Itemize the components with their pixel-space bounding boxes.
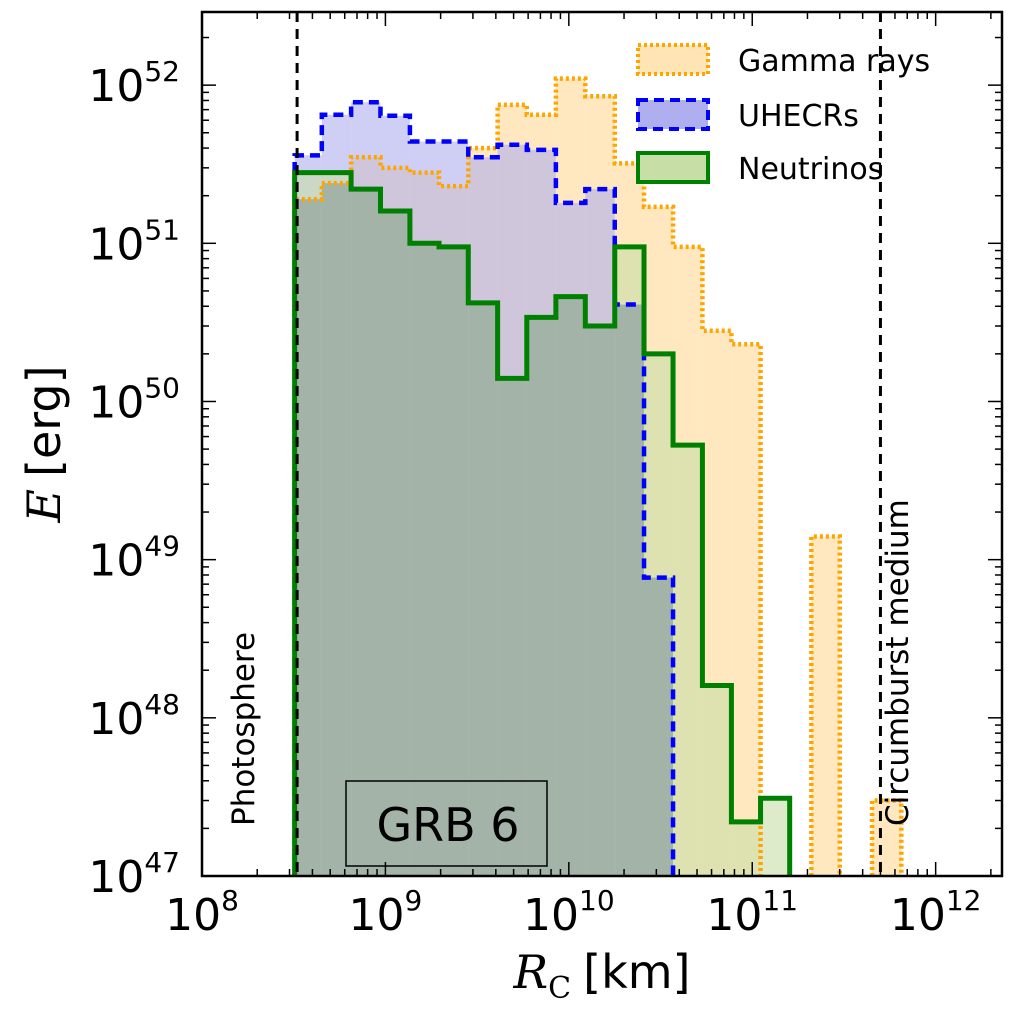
y-tick-label: 1049 — [88, 530, 180, 587]
overlap-bin-0 — [294, 199, 322, 877]
overlap-bin-5 — [439, 246, 469, 876]
overlap-bin-6 — [468, 302, 498, 877]
y-axis-unit: [erg] — [17, 365, 71, 477]
y-tick-label: 1047 — [88, 846, 180, 903]
x-tick-label: 1010 — [523, 884, 615, 941]
legend-swatch-neutrinos — [636, 151, 710, 184]
neutrinos-bin-15 — [731, 821, 761, 876]
y-axis-label: E [erg] — [17, 365, 71, 523]
overlap-bin-7 — [497, 378, 527, 876]
overlap-bin-10 — [585, 326, 615, 877]
gamma-rays-bin-15 — [731, 344, 761, 876]
x-tick-label: 1011 — [706, 884, 798, 941]
vline-label-circumburst: Circumburst medium — [880, 499, 916, 826]
grb-label-frame — [345, 780, 548, 867]
histogram-outlines — [292, 76, 904, 876]
axis-ticks — [201, 12, 1002, 877]
x-tick-label: 108 — [165, 884, 239, 941]
x-axis-label: RC [km] — [513, 945, 691, 1006]
histogram-overlap — [294, 183, 674, 877]
x-tick-label: 1012 — [890, 884, 982, 941]
y-axis-symbol: E — [17, 489, 71, 524]
overlap-bin-12 — [644, 577, 674, 876]
neutrinos-bin-13 — [673, 445, 703, 876]
axis-tick-labels: 108 109 1010 1011 1012 1047 1048 1049 1050 1051 10… — [88, 55, 981, 941]
overlap-bin-4 — [409, 243, 440, 876]
y-tick-label: 1048 — [88, 688, 180, 745]
y-tick-label: 1051 — [88, 213, 180, 270]
x-tick-label: 109 — [348, 884, 422, 941]
overlap-bin-8 — [526, 317, 556, 876]
overlap-bin-2 — [351, 189, 381, 877]
legend-swatch-uhecrs — [636, 98, 710, 131]
grb-label-box: GRB 6 — [345, 780, 548, 867]
overlap-bin-9 — [555, 296, 586, 876]
plot-frame — [200, 10, 1004, 878]
overlap-bin-1 — [321, 183, 352, 877]
y-tick-label: 1050 — [88, 371, 180, 428]
legend-swatch-gamma-rays — [636, 43, 710, 76]
gamma-rays-outline-1 — [809, 534, 843, 876]
legend: Gamma rays UHECRs Neutrinos — [636, 43, 930, 187]
neutrinos-outline-0 — [292, 170, 793, 876]
x-axis-symbol: R — [513, 945, 549, 999]
legend-label-uhecrs: UHECRs — [738, 99, 859, 134]
gamma-rays-bin-17 — [872, 800, 902, 876]
reference-lines — [295, 12, 882, 876]
overlap-bin-3 — [380, 211, 410, 876]
vline-label-photosphere: Photosphere — [226, 632, 262, 826]
legend-label-neutrinos: Neutrinos — [738, 152, 883, 187]
x-axis-unit: [km] — [583, 945, 690, 999]
gamma-rays-outline-0 — [292, 76, 763, 876]
uhecrs-outline-0 — [292, 99, 676, 876]
x-axis-subscript: C — [548, 971, 571, 1006]
grb-label: GRB 6 — [376, 798, 519, 852]
gamma-rays-bin-16 — [811, 536, 840, 876]
y-tick-label: 1052 — [88, 55, 180, 112]
neutrinos-bin-16 — [760, 798, 790, 876]
gamma-rays-outline-2 — [869, 798, 904, 876]
neutrinos-bin-14 — [702, 685, 732, 876]
legend-label-gamma-rays: Gamma rays — [738, 44, 930, 79]
overlap-bin-11 — [614, 304, 645, 876]
